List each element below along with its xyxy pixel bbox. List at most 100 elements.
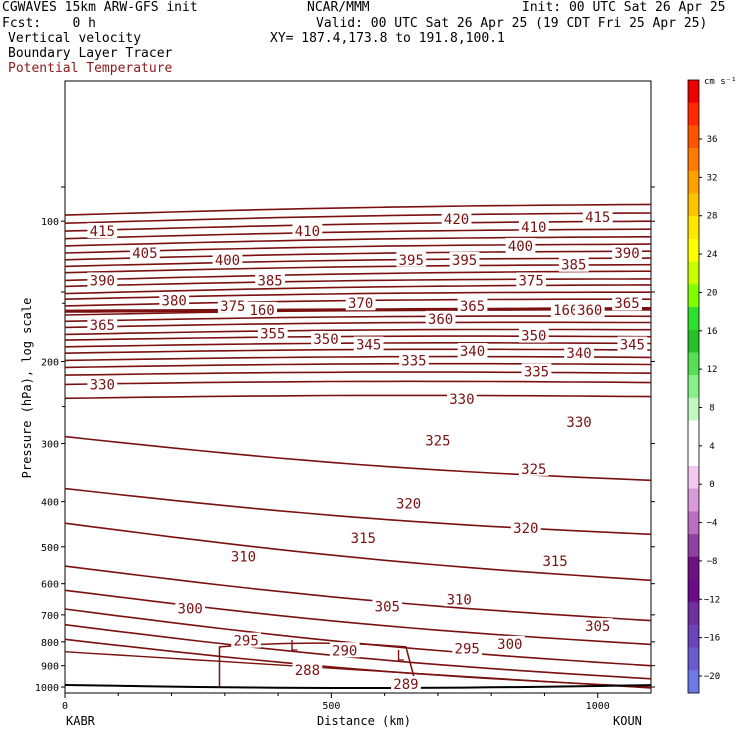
contour-label: 420: [444, 212, 469, 228]
colorbar-swatch: [688, 443, 699, 467]
colorbar-swatch: [688, 602, 699, 626]
y-tick-label: 1000: [35, 683, 59, 694]
colorbar-tick-label: 8: [709, 404, 714, 414]
colorbar-tick-label: −8: [707, 557, 718, 567]
contour-label: 380: [162, 294, 187, 310]
colorbar-swatch: [688, 488, 699, 512]
contour-label-bg: [457, 343, 488, 359]
contour-label: 375: [518, 273, 543, 289]
contour-label: 385: [257, 273, 282, 289]
contour-label: 410: [295, 224, 320, 240]
contour-label: 345: [356, 338, 381, 354]
contour-label: 315: [351, 531, 376, 547]
valid-time: Valid: 00 UTC Sat 26 Apr 25 (19 CDT Fri …: [316, 16, 708, 31]
contour-label-bg: [612, 244, 642, 260]
ground-line: [64, 684, 652, 689]
colorbar-swatch: [688, 125, 699, 149]
colorbar-swatch: [688, 307, 699, 331]
colorbar-tick-label: 32: [707, 173, 718, 183]
y-tick-label: 300: [41, 439, 59, 450]
colorbar-swatch: [688, 352, 699, 376]
contour-label-bg: [452, 640, 483, 656]
colorbar-tick-label: 36: [707, 135, 718, 145]
colorbar-unit: cm s⁻¹: [704, 77, 737, 87]
contour-label: 335: [401, 353, 426, 369]
colorbar-tick-label: 0: [709, 480, 714, 490]
isentrope-line: [64, 522, 652, 582]
contour-label: 395: [399, 253, 424, 269]
colorbar-swatch: [688, 216, 699, 240]
contour-label: 360: [428, 312, 453, 328]
contour-label: 365: [90, 318, 115, 334]
contour-label-bg: [292, 223, 323, 239]
forecast-hour: Fcst: 0 h: [2, 16, 96, 31]
contour-label: 370: [348, 296, 373, 312]
colorbar-swatch: [688, 397, 699, 421]
contour-label: 385: [561, 258, 586, 274]
contour-label: 330: [566, 415, 591, 431]
contour-label: 310: [447, 592, 472, 608]
contour-label-bg: [582, 209, 613, 225]
contour-label: 330: [90, 377, 115, 393]
y-tick-label: 400: [41, 498, 59, 509]
isentrope-line: [64, 236, 652, 247]
colorbar-tick-label: 12: [707, 365, 718, 375]
contour-label-bg: [446, 391, 477, 407]
contour-label: 340: [566, 346, 591, 362]
y-axis-title: Pressure (hPa), log scale: [20, 298, 34, 479]
contour-label-bg: [444, 591, 475, 607]
contour-label-bg: [212, 251, 243, 267]
isentrope-line: [64, 203, 652, 216]
contour-label-bg: [372, 598, 403, 614]
field-label-potential-temperature: Potential Temperature: [8, 61, 173, 76]
isentrope-line: [64, 435, 652, 482]
y-tick-label: 100: [41, 217, 59, 228]
isentrope-line: [64, 335, 652, 341]
contour-label-bg: [348, 530, 379, 546]
contour-label-bg: [391, 675, 421, 691]
isentrope-line: [64, 220, 652, 232]
contour-label-bg: [399, 352, 429, 368]
colorbar-swatch: [688, 624, 699, 648]
isentrope-line: [64, 328, 651, 336]
colorbar-swatch: [688, 329, 699, 353]
colorbar-swatch: [688, 170, 699, 194]
contour-label: 355: [260, 326, 285, 342]
colorbar-swatch: [688, 511, 699, 535]
contour-label-bg: [228, 548, 259, 564]
contour-label-bg: [345, 295, 376, 311]
contour-label: 320: [513, 521, 538, 537]
model-title: CGWAVES 15km ARW-GFS init: [2, 0, 198, 15]
contour-label: 325: [425, 434, 450, 450]
isentrope-line: [64, 263, 652, 274]
x-tick-label: 1000: [586, 701, 610, 712]
cross-section-endpoints: XY= 187.4,173.8 to 191.8,100.1: [270, 31, 505, 46]
contour-label-bg: [516, 272, 547, 288]
y-tick-label: 600: [41, 580, 59, 591]
contour-label-bg: [393, 495, 424, 511]
isentrope-line: [64, 623, 652, 680]
contour-label-bg: [329, 642, 360, 658]
contour-label: 295: [455, 641, 480, 657]
isentrope-line: [64, 380, 652, 386]
field-label-vertical-velocity: Vertical velocity: [8, 31, 142, 46]
colorbar-swatch: [688, 102, 699, 126]
contour-label: 400: [508, 239, 533, 255]
contour-label-bg: [87, 272, 118, 288]
contour-label: 360: [577, 303, 602, 319]
contour-label: 335: [524, 364, 549, 380]
colorbar-tick-label: 4: [709, 442, 714, 452]
contour-label-bg: [353, 336, 384, 352]
plot-frame: [64, 80, 652, 694]
isentrope-line: [64, 212, 652, 224]
contour-label: 390: [614, 246, 639, 262]
isentrope-line: [64, 565, 652, 622]
contour-label-bg: [558, 256, 589, 272]
contour-label: 300: [178, 602, 203, 618]
contour-label-bg: [505, 237, 536, 253]
contour-label-bg: [612, 295, 642, 311]
colorbar-swatch: [688, 80, 699, 104]
contour-label: 290: [332, 643, 357, 659]
contour-label-bg: [521, 363, 552, 379]
